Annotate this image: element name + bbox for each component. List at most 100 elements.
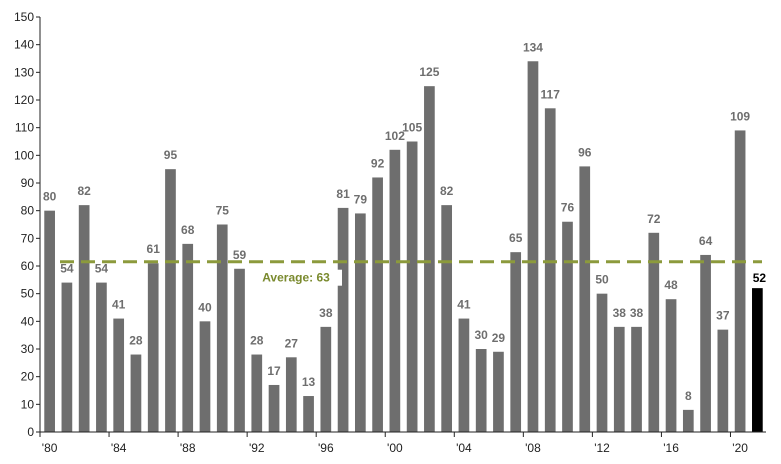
x-tick-label: '00 — [387, 441, 403, 455]
data-label-2018: 64 — [699, 234, 713, 248]
y-tick-label: 130 — [14, 65, 34, 79]
data-label-2016: 48 — [664, 278, 678, 292]
y-tick-label: 30 — [21, 342, 35, 356]
data-label-1997: 81 — [336, 187, 350, 201]
data-label-1984: 41 — [112, 298, 126, 312]
data-label-2000: 102 — [385, 129, 405, 143]
bar-2017 — [682, 409, 694, 432]
x-tick-label: '84 — [111, 441, 127, 455]
bar-1997 — [337, 207, 349, 432]
bar-1995 — [303, 396, 314, 432]
data-label-1995: 13 — [302, 375, 316, 389]
data-label-1999: 92 — [371, 156, 385, 170]
bar-2014 — [631, 326, 642, 432]
data-label-1998: 79 — [354, 192, 368, 206]
x-tick-label: '12 — [594, 441, 610, 455]
data-label-2005: 30 — [474, 328, 488, 342]
bar-2004 — [458, 318, 470, 432]
data-label-2002: 125 — [419, 65, 439, 79]
data-label-2006: 29 — [492, 331, 506, 345]
data-label-1983: 54 — [95, 262, 109, 276]
bar-1994 — [285, 357, 297, 432]
data-label-1986: 61 — [147, 242, 161, 256]
bar-1992 — [251, 354, 263, 432]
bar-1986 — [147, 263, 159, 432]
data-label-2015: 72 — [647, 212, 661, 226]
bar-1989 — [199, 321, 211, 432]
bar-1982 — [78, 205, 90, 432]
data-label-2009: 117 — [541, 87, 561, 101]
data-label-1990: 75 — [216, 204, 230, 218]
bar-1996 — [320, 326, 332, 432]
x-tick-label: '80 — [42, 441, 58, 455]
x-tick-label: '16 — [663, 441, 679, 455]
data-label-2020: 109 — [730, 109, 750, 123]
bar-2002 — [424, 86, 435, 433]
y-tick-label: 20 — [21, 370, 35, 384]
y-tick-label: 50 — [21, 287, 35, 301]
data-label-1992: 28 — [250, 334, 264, 348]
y-tick-label: 40 — [21, 314, 35, 328]
bar-2019 — [717, 329, 729, 432]
average-label: Average: 63 — [262, 271, 330, 285]
bar-1981 — [61, 282, 73, 432]
bar-2005 — [475, 349, 487, 432]
data-label-1991: 59 — [233, 248, 247, 262]
data-label-1989: 40 — [198, 300, 212, 314]
data-label-2004: 41 — [457, 298, 471, 312]
x-tick-label: '04 — [456, 441, 472, 455]
bar-2008 — [527, 61, 539, 433]
bar-2012 — [596, 293, 608, 432]
data-label-2021: 52 — [753, 271, 767, 285]
data-label-2003: 82 — [440, 184, 454, 198]
bar-1984 — [113, 318, 125, 432]
bar-2021 — [752, 288, 763, 432]
average-line-group: Average: 63 — [60, 260, 762, 286]
bar-1983 — [96, 282, 107, 432]
y-tick-label: 140 — [14, 38, 34, 52]
bar-2020 — [734, 130, 746, 432]
bar-2011 — [579, 166, 591, 432]
bar-2001 — [406, 141, 418, 432]
bar-2013 — [613, 326, 625, 432]
data-label-1981: 54 — [60, 262, 74, 276]
x-axis: '80 '84 '88 '92 '96 '00 '04 '08 '12 '16 '20 — [39, 431, 766, 455]
data-label-1996: 38 — [319, 306, 333, 320]
data-label-2012: 50 — [595, 273, 609, 287]
bar-1999 — [372, 177, 383, 432]
y-tick-label: 80 — [21, 204, 35, 218]
data-label-1980: 80 — [43, 190, 57, 204]
data-label-1988: 68 — [181, 223, 195, 237]
bar-2007 — [510, 252, 522, 432]
data-label-1993: 17 — [267, 364, 281, 378]
y-tick-label: 90 — [21, 176, 35, 190]
average-label-background — [250, 269, 342, 286]
y-tick-label: 150 — [14, 10, 34, 24]
bar-1985 — [130, 354, 142, 432]
y-axis: 0 10 20 30 40 50 60 70 80 90 100 110 120 130 140 150 — [14, 10, 41, 439]
bar-2006 — [493, 351, 504, 432]
data-label-1985: 28 — [129, 334, 143, 348]
y-tick-label: 10 — [21, 397, 35, 411]
data-label-1982: 82 — [77, 184, 91, 198]
bar-1988 — [182, 243, 194, 432]
y-tick-label: 60 — [21, 259, 35, 273]
bar-1980 — [44, 210, 55, 432]
bar-2018 — [700, 254, 711, 432]
y-tick-label: 70 — [21, 231, 35, 245]
data-label-2010: 76 — [561, 201, 575, 215]
y-tick-label: 120 — [14, 93, 34, 107]
bar-2009 — [544, 108, 556, 433]
bar-1990 — [216, 224, 228, 432]
bar-2003 — [441, 205, 453, 432]
bar-2010 — [562, 221, 573, 432]
data-label-1987: 95 — [164, 148, 178, 162]
bar-2000 — [389, 149, 401, 433]
data-label-2017: 8 — [685, 389, 692, 403]
x-tick-label: '08 — [525, 441, 541, 455]
bar-2015 — [648, 232, 660, 432]
data-label-2013: 38 — [613, 306, 627, 320]
data-label-1994: 27 — [285, 336, 299, 350]
data-label-2001: 105 — [402, 121, 422, 135]
